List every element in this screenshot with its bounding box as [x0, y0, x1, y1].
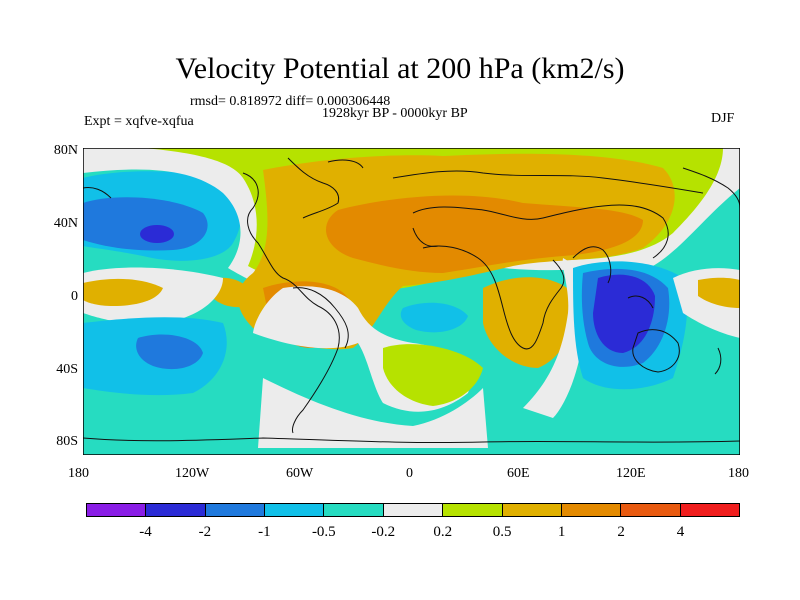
- colorbar-swatch: [443, 504, 503, 516]
- contour-band-samerica-left: [213, 277, 254, 308]
- lat-label-40s: 40S: [56, 362, 78, 377]
- colorbar-label: 4: [676, 524, 685, 540]
- contour-band-pacific-sw-inner: [136, 334, 203, 370]
- colorbar-swatch: [621, 504, 681, 516]
- map-title: Velocity Potential at 200 hPa (km2/s): [175, 52, 625, 85]
- contour-band-atlantic-cyan: [400, 302, 468, 333]
- contour-band-pacific-east-positive: [698, 277, 740, 308]
- colorbar-swatch: [680, 504, 739, 516]
- colorbar-label: 0.5: [492, 524, 512, 540]
- contour-band-indian-neutral: [523, 258, 585, 418]
- contour-band-pacific-north-inner: [83, 197, 208, 251]
- map-panel: [83, 148, 740, 455]
- lon-label-60e: 60E: [507, 466, 530, 481]
- lat-label-80n: 80N: [53, 143, 78, 158]
- colorbar-swatch: [324, 504, 384, 516]
- coastlines: [83, 157, 740, 444]
- season-label: DJF: [711, 111, 735, 126]
- colorbar-swatch: [146, 504, 206, 516]
- colorbar-label: 0.2: [433, 524, 453, 540]
- lon-label-0: 0: [406, 466, 413, 481]
- lon-label-180e: 180: [728, 466, 749, 481]
- lon-label-120w: 120W: [175, 466, 210, 481]
- contour-band-maritime-core: [593, 274, 655, 353]
- colorbar-swatch: [265, 504, 325, 516]
- colorbar: [86, 503, 740, 517]
- lat-label-80s: 80S: [56, 434, 78, 449]
- colorbar-label: -0.2: [371, 524, 396, 540]
- contour-band-atlantic-positive: [383, 344, 483, 406]
- colorbar-swatch: [561, 504, 622, 516]
- colorbar-label: 1: [557, 524, 566, 540]
- colorbar-swatch: [205, 504, 266, 516]
- colorbar-swatch: [383, 504, 444, 516]
- colorbar-label: -4: [139, 524, 152, 540]
- contour-band-eurasia-darker: [326, 195, 643, 273]
- contour-map: [83, 148, 740, 455]
- stats-label: rmsd= 0.818972 diff= 0.000306448: [190, 94, 391, 109]
- lon-label-180w: 180: [68, 466, 89, 481]
- lon-label-60w: 60W: [286, 466, 314, 481]
- period-label: 1928kyr BP - 0000kyr BP: [322, 106, 468, 121]
- lat-label-0: 0: [71, 289, 78, 304]
- lon-label-120e: 120E: [616, 466, 646, 481]
- contour-band-southern-neutral: [258, 378, 488, 448]
- experiment-label: Expt = xqfve-xqfua: [84, 114, 194, 129]
- contour-band-pacific-tropic-positive: [83, 278, 163, 306]
- colorbar-swatch: [87, 504, 147, 516]
- lat-label-40n: 40N: [53, 216, 78, 231]
- colorbar-label: -2: [198, 524, 212, 540]
- contour-band-pacific-north-core: [140, 225, 174, 243]
- colorbar-label: -0.5: [311, 524, 336, 540]
- colorbar-swatch: [502, 504, 562, 516]
- colorbar-label: -1: [258, 524, 271, 540]
- colorbar-label: 2: [617, 524, 625, 540]
- contour-band-africa-positive: [483, 277, 574, 368]
